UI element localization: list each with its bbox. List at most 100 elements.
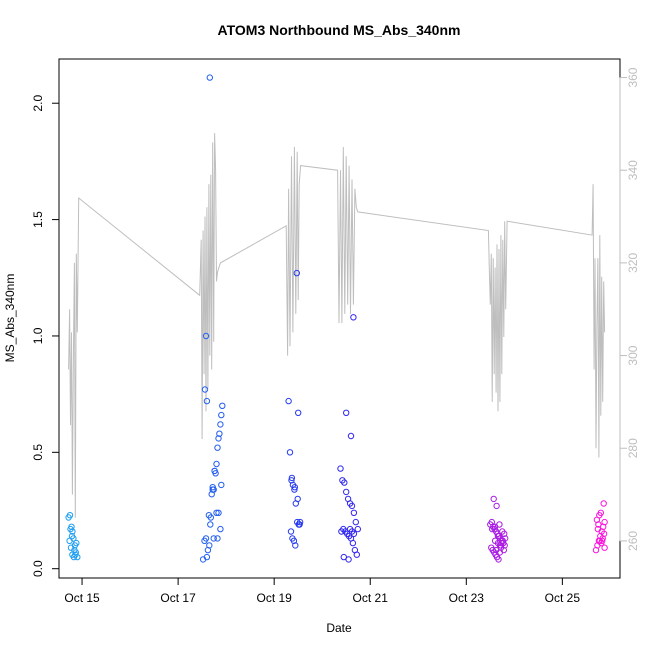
x-tick-label: Oct 23: [449, 591, 485, 605]
data-point: [207, 521, 214, 528]
data-point: [217, 421, 224, 428]
data-point: [218, 411, 225, 419]
data-point: [296, 521, 303, 528]
y2-tick-label: 320: [626, 253, 640, 273]
data-point: [496, 521, 503, 528]
data-point: [594, 525, 602, 533]
y2-tick-label: 300: [626, 345, 640, 365]
y-tick-label: 0.0: [31, 560, 45, 577]
data-point: [72, 551, 79, 558]
y2-tick-label: 260: [626, 531, 640, 551]
y-tick-label: 0.5: [31, 444, 45, 461]
data-point: [494, 532, 502, 540]
data-point: [499, 528, 506, 535]
y-tick-label: 1.0: [31, 327, 45, 344]
data-point: [202, 332, 210, 340]
data-point: [296, 518, 304, 526]
data-point: [490, 495, 497, 503]
data-point: [350, 314, 357, 321]
data-point: [343, 488, 350, 496]
data-point: [211, 467, 218, 475]
y2-tick-label: 360: [626, 67, 640, 87]
data-point: [201, 386, 209, 393]
data-point: [294, 495, 301, 503]
data-point: [343, 409, 350, 416]
data-point: [496, 549, 504, 556]
data-point: [67, 525, 74, 533]
data-point: [213, 460, 220, 468]
data-point: [202, 535, 210, 542]
data-point: [214, 535, 221, 542]
x-tick-label: Oct 17: [160, 591, 196, 605]
data-point: [73, 539, 80, 547]
data-point: [203, 553, 211, 561]
data-point: [206, 74, 214, 81]
data-point: [493, 502, 500, 510]
data-point: [350, 530, 358, 537]
data-point: [215, 509, 222, 516]
data-point: [494, 539, 502, 547]
data-point: [595, 521, 602, 528]
data-point: [502, 535, 509, 542]
data-point: [293, 269, 300, 277]
data-point: [292, 542, 299, 549]
data-point: [600, 500, 607, 507]
data-point: [285, 397, 292, 405]
data-point: [213, 509, 220, 516]
data-point: [206, 542, 213, 549]
y-axis-label: MS_Abs_340nm: [3, 274, 17, 363]
data-point: [68, 532, 76, 540]
x-tick-label: Oct 21: [353, 591, 389, 605]
data-point: [215, 435, 222, 442]
data-point: [295, 409, 302, 416]
data-point: [352, 518, 359, 526]
data-point: [203, 397, 211, 405]
x-tick-label: Oct 19: [256, 591, 292, 605]
data-point: [353, 551, 360, 558]
data-point: [350, 509, 358, 516]
data-point: [495, 556, 502, 563]
x-tick-label: Oct 15: [64, 591, 100, 605]
y-tick-label: 1.5: [31, 211, 45, 228]
chart-title: ATOM3 Northbound MS_Abs_340nm: [218, 22, 461, 38]
data-point: [601, 544, 608, 551]
data-point: [348, 502, 356, 510]
y2-axis: 260 280 300 320 340 360: [619, 67, 640, 551]
y2-tick-label: 340: [626, 160, 640, 180]
x-axis: Oct 15 Oct 17 Oct 19 Oct 21 Oct 23 Oct 25: [64, 577, 581, 605]
data-point: [207, 514, 215, 521]
data-point: [287, 528, 295, 535]
data-point: [66, 512, 74, 519]
y-axis: 0.0 0.5 1.0 1.5 2.0: [31, 95, 60, 577]
data-point: [291, 486, 298, 493]
data-point: [71, 546, 78, 554]
data-point: [210, 535, 217, 542]
data-point: [219, 402, 226, 409]
data-point: [600, 530, 608, 537]
data-point: [291, 484, 298, 491]
data-point: [349, 539, 357, 547]
altitude-line: [68, 133, 606, 518]
data-point: [214, 444, 221, 451]
y2-tick-label: 280: [626, 438, 640, 458]
x-axis-label: Date: [326, 621, 352, 635]
data-point: [354, 525, 361, 533]
data-point: [218, 481, 225, 489]
data-point: [288, 474, 296, 482]
data-point: [341, 479, 348, 486]
x-tick-label: Oct 25: [545, 591, 581, 605]
data-point: [216, 430, 223, 437]
data-point: [337, 465, 344, 472]
data-point: [599, 537, 606, 544]
data-point: [347, 432, 355, 440]
data-point: [345, 556, 352, 563]
data-point: [286, 449, 294, 456]
data-point: [601, 518, 608, 526]
y-tick-label: 2.0: [31, 95, 45, 112]
line-series: [68, 133, 606, 518]
points-series: [65, 74, 608, 563]
data-point: [596, 512, 603, 519]
data-point: [209, 486, 216, 493]
data-point: [217, 525, 224, 533]
